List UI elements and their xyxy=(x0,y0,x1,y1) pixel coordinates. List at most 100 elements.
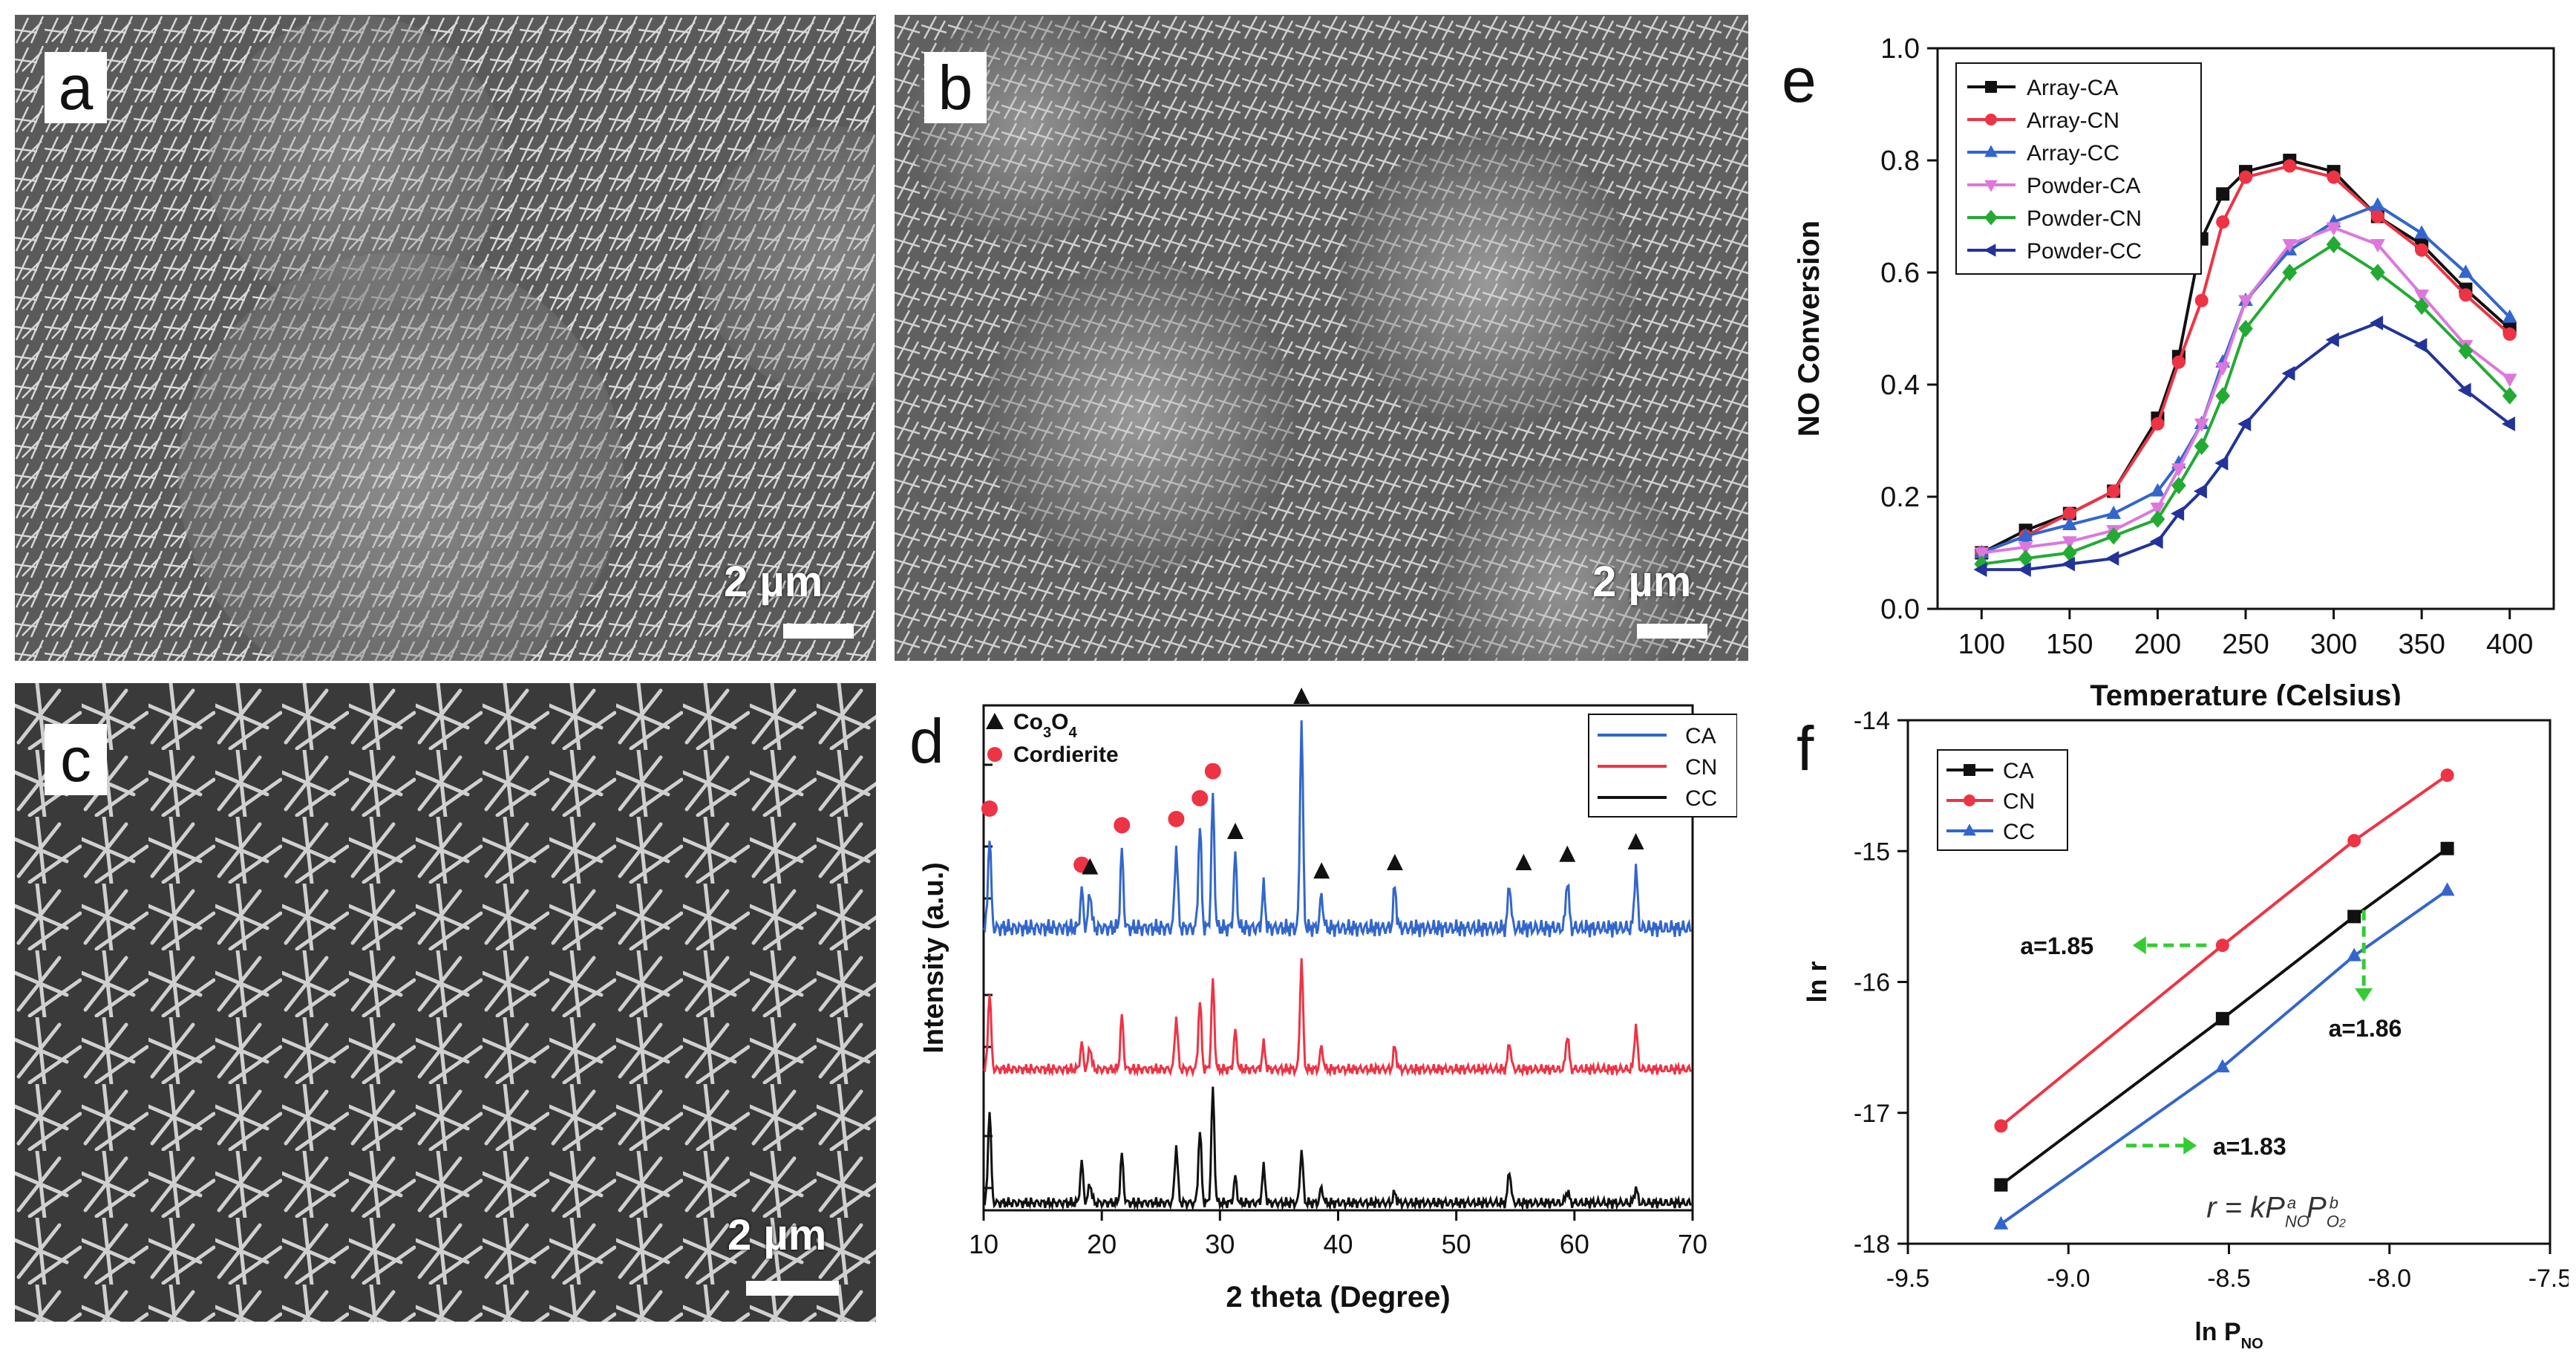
data-point xyxy=(2347,910,2361,924)
data-point xyxy=(2237,416,2252,431)
data-point xyxy=(1993,1215,2009,1230)
scale-label-b: 2 µm xyxy=(1592,558,1692,606)
series-cc xyxy=(983,1086,1692,1212)
scale-bar-b xyxy=(1637,624,1707,639)
y-tick-label: -17 xyxy=(1854,1100,1890,1128)
panel-letter-d: d xyxy=(909,706,944,776)
data-point xyxy=(2370,264,2385,281)
legend-label: CN xyxy=(2003,789,2035,814)
panel-letter-b: b xyxy=(924,52,987,123)
legend-marker xyxy=(1963,823,1976,836)
data-point xyxy=(2062,506,2076,521)
x-axis-label: Temperature (Celsius) xyxy=(2090,679,2401,705)
series-array-cn xyxy=(1975,159,2517,560)
data-point xyxy=(2107,484,2121,498)
data-point xyxy=(2440,841,2454,855)
plot-frame xyxy=(982,704,1694,1212)
data-point xyxy=(2171,506,2185,521)
data-point xyxy=(2151,417,2165,431)
legend-label: Powder-CC xyxy=(2027,239,2142,264)
x-tick-label: 100 xyxy=(1958,629,2005,660)
annotation-a186: a=1.86 xyxy=(2329,1015,2402,1042)
data-point xyxy=(2347,947,2362,962)
co3o4-marker xyxy=(1227,823,1244,839)
cordierite-marker xyxy=(1191,790,1209,806)
x-axis-label: 2 theta (Degree) xyxy=(1226,1281,1450,1314)
data-point xyxy=(2459,288,2473,302)
cordierite-marker xyxy=(1204,763,1221,780)
data-point xyxy=(1994,1119,2008,1133)
legend-label: Array-CC xyxy=(2027,141,2119,166)
legend-marker xyxy=(1985,114,1997,125)
kinetics-chart: -9.5 -9.0 -8.5 -8.0 -7.5 -14 -15 -16 -17 -18 ln PN… xyxy=(1802,707,2569,1352)
data-point xyxy=(2150,483,2165,497)
data-point xyxy=(2413,338,2428,353)
x-tick-label: 150 xyxy=(2046,629,2093,660)
data-point xyxy=(2215,1011,2229,1025)
scale-bar-c xyxy=(746,1281,839,1296)
pattern-line xyxy=(982,720,1692,938)
scale-bar-a xyxy=(783,624,854,639)
series-cc xyxy=(1993,882,2455,1230)
series-cn xyxy=(983,958,1692,1078)
y-tick-label: 0.8 xyxy=(1880,146,1920,177)
y-tick-label: -18 xyxy=(1854,1230,1890,1259)
co3o4-marker xyxy=(1313,862,1330,879)
data-point xyxy=(2215,387,2231,405)
data-point xyxy=(2017,562,2031,578)
data-point xyxy=(1973,562,1987,578)
data-point xyxy=(2062,536,2077,550)
panel-letter-e: e xyxy=(1782,45,1817,115)
x-tick-label: 60 xyxy=(1560,1229,1589,1259)
data-point xyxy=(2106,505,2122,519)
y-tick-label: 0.6 xyxy=(1880,258,1920,289)
xrd-chart: 10 20 30 40 50 60 70 2 theta (Degree) Intensity … xyxy=(918,688,1737,1314)
cordierite-marker xyxy=(981,800,998,817)
data-point xyxy=(2414,290,2430,303)
data-point xyxy=(2370,316,2384,330)
data-point xyxy=(2414,225,2430,239)
data-point xyxy=(2439,882,2455,896)
data-point xyxy=(2440,769,2454,783)
x-tick-label: -8.0 xyxy=(2367,1265,2411,1293)
x-tick-label: 300 xyxy=(2310,629,2357,660)
co3o4-marker xyxy=(1627,833,1644,849)
x-tick-label: 70 xyxy=(1678,1229,1707,1259)
series-ca xyxy=(982,720,1692,938)
legend-marker xyxy=(1964,794,1975,806)
legend-box xyxy=(1955,62,2202,275)
data-point xyxy=(2458,264,2474,278)
legend-label: CN xyxy=(1685,755,1717,780)
x-tick-label: 50 xyxy=(1442,1229,1471,1259)
series-cn xyxy=(1994,769,2454,1133)
x-tick-label: -7.5 xyxy=(2528,1265,2569,1293)
co3o4-marker xyxy=(1559,845,1576,862)
co3o4-marker xyxy=(1293,688,1310,704)
legend-label: Array-CA xyxy=(2027,76,2118,100)
annotation-a185: a=1.85 xyxy=(2020,933,2093,959)
co3o4-marker xyxy=(1386,854,1403,870)
data-point xyxy=(1994,1178,2008,1192)
data-point xyxy=(2018,549,2033,567)
x-tick-label: 350 xyxy=(2398,629,2445,660)
data-point xyxy=(2062,516,2077,530)
data-point xyxy=(2105,551,2119,566)
data-point xyxy=(2214,455,2229,471)
data-point xyxy=(2283,159,2297,173)
data-point xyxy=(2018,528,2033,542)
data-point xyxy=(2501,416,2515,431)
y-tick-label: -16 xyxy=(1854,969,1890,997)
annotation-a183: a=1.83 xyxy=(2213,1133,2286,1160)
legend-marker xyxy=(1984,244,1996,257)
series-line xyxy=(1981,226,2511,555)
x-tick-label: 40 xyxy=(1323,1229,1353,1259)
data-point xyxy=(2216,187,2230,201)
data-point xyxy=(2502,309,2517,323)
legend-label: CC xyxy=(2003,820,2035,844)
data-point xyxy=(2194,293,2209,307)
y-tick-label: 1.0 xyxy=(1880,33,1920,65)
data-point xyxy=(2215,939,2229,953)
data-point xyxy=(2216,215,2230,229)
legend-marker xyxy=(1984,209,1998,226)
data-point xyxy=(2171,477,2186,495)
